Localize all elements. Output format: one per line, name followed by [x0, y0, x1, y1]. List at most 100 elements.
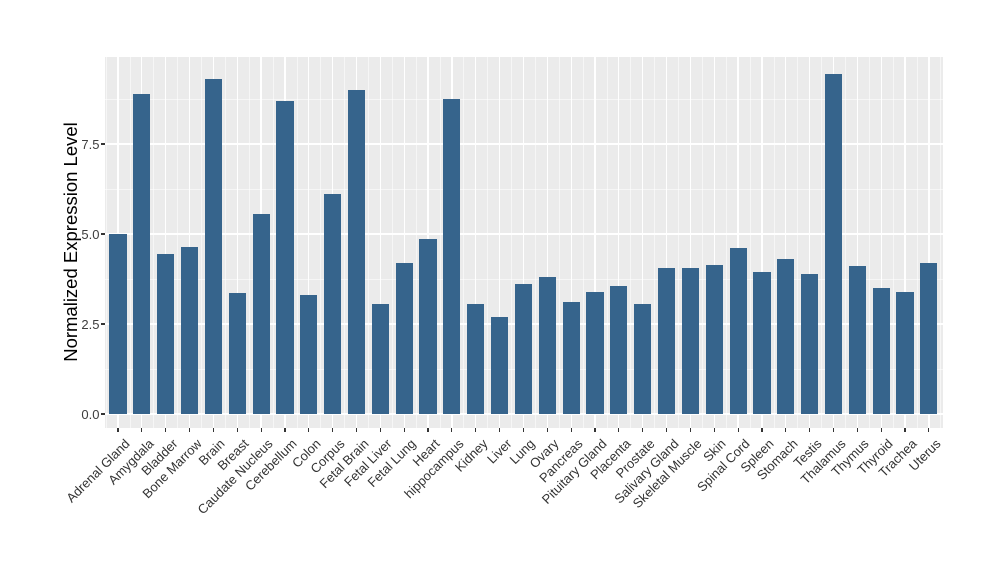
- grid-major-vertical: [880, 57, 882, 428]
- grid-minor-vertical: [558, 57, 560, 428]
- bar-pituitary-gland: [586, 291, 604, 414]
- y-tick-label: 0.0: [81, 406, 100, 422]
- x-axis-tick: [284, 427, 286, 432]
- x-axis-tick: [379, 427, 381, 432]
- grid-major-vertical: [689, 57, 692, 428]
- grid-minor-vertical: [296, 57, 298, 428]
- grid-minor-vertical: [582, 57, 584, 428]
- grid-minor-vertical: [129, 57, 131, 428]
- grid-major-vertical: [546, 57, 548, 428]
- grid-minor-vertical: [654, 57, 656, 428]
- x-axis-tick: [475, 427, 477, 432]
- bar-kidney: [467, 304, 485, 414]
- bar-fetal-liver: [371, 304, 389, 414]
- grid-minor-vertical: [105, 57, 107, 428]
- grid-minor-vertical: [511, 57, 512, 428]
- grid-minor-vertical: [463, 57, 465, 428]
- bar-spinal-cord: [729, 248, 747, 414]
- x-axis-tick: [570, 427, 572, 432]
- x-axis-tick: [546, 427, 548, 432]
- y-tick-label: 5.0: [81, 226, 100, 242]
- grid-major-vertical: [618, 57, 620, 428]
- bar-colon: [300, 295, 318, 414]
- grid-minor-vertical: [630, 57, 632, 428]
- grid-minor-vertical: [177, 57, 179, 428]
- grid-minor-vertical: [701, 57, 703, 428]
- grid-major-vertical: [713, 57, 715, 428]
- x-axis-tick: [236, 427, 238, 432]
- grid-major-vertical: [856, 57, 858, 428]
- grid-major-vertical: [475, 57, 477, 428]
- grid-major-vertical: [188, 57, 191, 428]
- bar-thyroid: [872, 288, 890, 414]
- y-axis-tick: [100, 233, 105, 235]
- grid-major-vertical: [761, 57, 763, 428]
- grid-minor-vertical: [535, 57, 536, 428]
- x-axis-tick: [689, 427, 691, 432]
- grid-minor-vertical: [415, 57, 417, 428]
- grid-minor-vertical: [224, 57, 226, 428]
- bar-skeletal-muscle: [681, 268, 699, 414]
- y-axis-tick: [100, 323, 105, 325]
- bar-prostate: [634, 304, 652, 414]
- bar-fetal-lung: [395, 262, 413, 414]
- bar-fetal-brain: [347, 90, 366, 414]
- x-axis-tick: [308, 427, 310, 432]
- bar-trachea: [896, 291, 914, 414]
- grid-major-vertical: [522, 57, 525, 428]
- bar-brain: [204, 79, 222, 414]
- grid-minor-vertical: [391, 57, 393, 428]
- grid-major-vertical: [165, 57, 167, 428]
- grid-major-vertical: [928, 57, 930, 428]
- bar-heart: [419, 239, 437, 414]
- y-axis-title: Normalized Expression Level: [60, 122, 81, 362]
- grid-minor-vertical: [248, 57, 250, 428]
- y-tick-label: 7.5: [81, 136, 100, 152]
- y-tick-label: 2.5: [81, 316, 100, 332]
- bar-caudate-nucleus: [252, 214, 270, 414]
- bar-stomach: [777, 259, 795, 414]
- bar-hippocampus: [443, 99, 461, 414]
- y-axis-tick: [100, 413, 105, 415]
- grid-minor-vertical: [344, 57, 346, 428]
- bar-ovary: [538, 277, 556, 414]
- bar-bone-marrow: [180, 246, 199, 414]
- x-axis-tick: [212, 427, 214, 432]
- grid-minor-vertical: [606, 57, 608, 428]
- grid-minor-vertical: [153, 57, 155, 428]
- bar-thymus: [848, 266, 866, 414]
- bar-placenta: [610, 286, 628, 414]
- x-axis-tick: [642, 427, 644, 432]
- bar-lung: [514, 284, 533, 414]
- grid-minor-vertical: [487, 57, 489, 428]
- x-axis-tick: [451, 427, 453, 432]
- grid-major-vertical: [737, 57, 739, 428]
- grid-minor-vertical: [439, 57, 441, 428]
- x-axis-tick: [904, 427, 906, 432]
- x-axis-tick: [737, 427, 739, 432]
- x-axis-tick: [809, 427, 811, 432]
- grid-minor-vertical: [940, 57, 942, 428]
- grid-minor-vertical: [773, 57, 775, 428]
- x-axis-tick: [928, 427, 930, 432]
- x-axis-tick: [713, 427, 715, 432]
- bar-corpus: [324, 194, 342, 414]
- bar-bladder: [157, 253, 175, 414]
- bar-salivary-gland: [657, 268, 676, 414]
- grid-minor-vertical: [749, 57, 751, 428]
- grid-major-vertical: [665, 57, 668, 428]
- grid-minor-vertical: [892, 57, 894, 428]
- grid-major-vertical: [642, 57, 644, 428]
- bar-uterus: [920, 262, 938, 414]
- bar-breast: [228, 293, 246, 414]
- x-axis-tick: [188, 427, 191, 432]
- x-axis-tick: [403, 427, 405, 432]
- grid-major-vertical: [308, 57, 310, 428]
- bar-spleen: [753, 271, 771, 414]
- y-axis-tick: [100, 143, 105, 145]
- x-axis-tick: [832, 427, 835, 432]
- grid-major-vertical: [236, 57, 238, 428]
- bar-cerebellum: [276, 100, 294, 414]
- x-axis-tick: [260, 427, 262, 432]
